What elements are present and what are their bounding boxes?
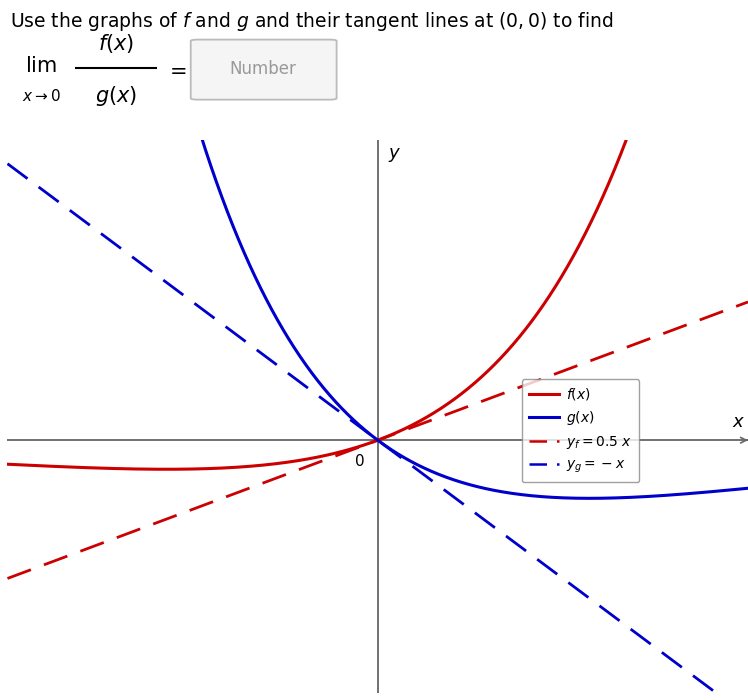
- Text: 0: 0: [355, 454, 365, 470]
- Text: y: y: [388, 144, 399, 162]
- Text: Number: Number: [230, 60, 297, 78]
- Text: $g(x)$: $g(x)$: [95, 83, 137, 108]
- Legend: $f(x)$, $g(x)$, $y_f = 0.5\ x$, $y_g = -x$: $f(x)$, $g(x)$, $y_f = 0.5\ x$, $y_g = -…: [521, 379, 640, 482]
- Text: $\lim$: $\lim$: [25, 55, 57, 76]
- Text: $=$: $=$: [165, 60, 186, 80]
- Text: Use the graphs of $f$ and $g$ and their tangent lines at $(0, 0)$ to find: Use the graphs of $f$ and $g$ and their …: [10, 10, 613, 33]
- Text: x: x: [732, 413, 743, 430]
- Text: $f(x)$: $f(x)$: [98, 32, 134, 55]
- Text: $x{\to}0$: $x{\to}0$: [22, 88, 61, 104]
- FancyBboxPatch shape: [191, 40, 337, 99]
